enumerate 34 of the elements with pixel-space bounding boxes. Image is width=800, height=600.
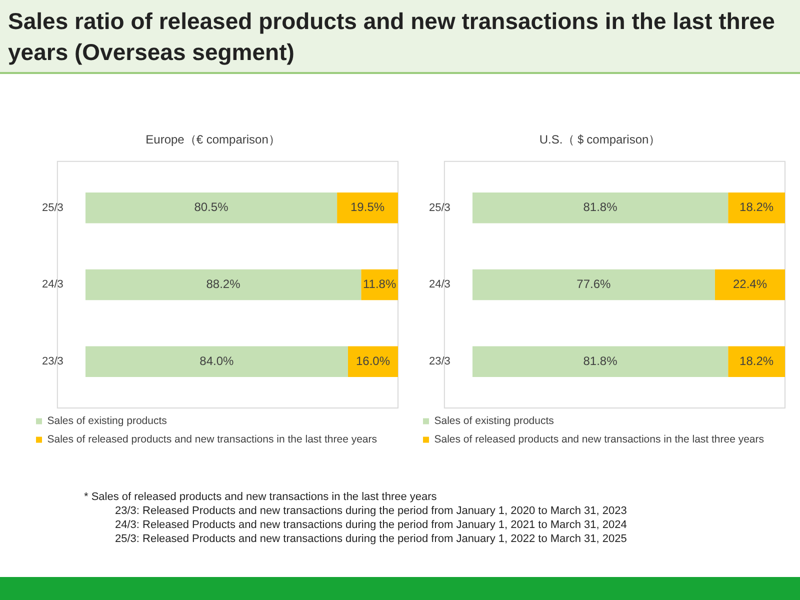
legend-label: Sales of existing products [47, 415, 167, 428]
chart-title: Europe（€ comparison） [146, 132, 280, 147]
text: 23/3: Released Products and new transactions during the period from January 1, 2020 to March 31, 2023 [114, 504, 627, 518]
text: * Sales of released products and new transactions in the last three years [84, 490, 438, 504]
chart-title: U.S.（＄comparison） [539, 132, 661, 147]
y-tick-label: 24/3 [428, 278, 450, 291]
data-label: 88.2% [206, 277, 241, 292]
text: 24/3: Released Products and new transactions during the period from January 1, 2021 to March 31, 2024 [114, 518, 627, 532]
data-label: 81.8% [583, 354, 618, 368]
bar [85, 269, 362, 300]
data-label: 11.8% [362, 277, 396, 292]
bar [85, 192, 338, 224]
data-label: 18.2% [740, 200, 774, 214]
data-label: 84.0% [200, 354, 234, 368]
data-label: 19.5% [350, 200, 385, 214]
y-tick-label: 24/3 [42, 278, 64, 291]
data-label: 80.5% [194, 200, 229, 214]
y-tick-label: 23/3 [42, 356, 64, 368]
bar [348, 346, 398, 377]
bar [337, 192, 398, 224]
data-label: 81.8% [583, 200, 618, 214]
y-tick-label: 23/3 [428, 356, 450, 368]
legend-label: Sales of existing products [434, 415, 554, 428]
bar [85, 346, 348, 377]
y-tick-label: 25/3 [428, 202, 450, 214]
text: 25/3: Released Products and new transactions during the period from January 1, 2022 to March 31, 2025 [114, 532, 627, 546]
data-label: 77.6% [576, 277, 612, 292]
legend-label: Sales of released products and new transactions in the last three years [434, 434, 764, 446]
y-tick-label: 25/3 [42, 202, 64, 214]
data-label: 18.2% [740, 354, 774, 368]
text: Sales ratio of released products and new transactions in the last three years (Overseas segment) [0, 0, 800, 74]
legend-label: Sales of released products and new transactions in the last three years [47, 434, 378, 446]
data-label: 16.0% [356, 354, 390, 368]
data-label: 22.4% [732, 277, 768, 292]
